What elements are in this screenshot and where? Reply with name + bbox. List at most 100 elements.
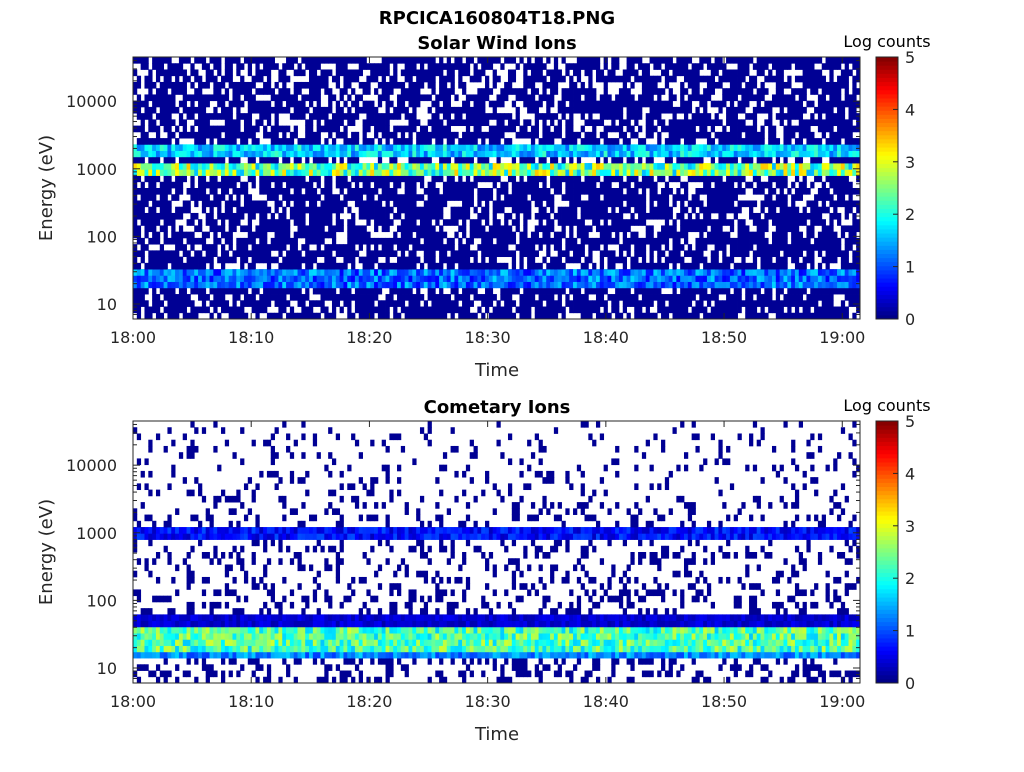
heatmap-cell (270, 57, 275, 64)
heatmap-cell (228, 131, 233, 139)
heatmap-cell (171, 219, 176, 226)
heatmap-cell (595, 306, 601, 314)
heatmap-cell (374, 75, 379, 83)
heatmap-cell (297, 113, 302, 120)
heatmap-cell (618, 169, 624, 176)
heatmap-cell (477, 244, 482, 251)
heatmap-cell (251, 169, 256, 176)
heatmap-cell (550, 175, 555, 183)
heatmap-cell (309, 200, 314, 208)
heatmap-cell (309, 150, 314, 158)
heatmap-cell (450, 269, 455, 276)
heatmap-cell (676, 212, 681, 220)
heatmap-cell (500, 169, 505, 176)
heatmap-cell (687, 163, 693, 170)
heatmap-cell (232, 212, 237, 220)
heatmap-cell (266, 169, 272, 176)
heatmap-cell (232, 175, 237, 183)
heatmap-cell (240, 75, 245, 83)
heatmap-cell (465, 156, 471, 164)
heatmap-cell (236, 250, 241, 258)
heatmap-cell (400, 57, 406, 64)
heatmap-cell (419, 294, 425, 301)
heatmap-cell (255, 281, 260, 289)
heatmap-cell (599, 181, 605, 189)
heatmap-cell (221, 212, 226, 220)
heatmap-cell (339, 269, 344, 276)
heatmap-cell (286, 225, 291, 233)
heatmap-cell (286, 75, 291, 83)
heatmap-cell (393, 175, 398, 183)
heatmap-cell (224, 131, 230, 139)
heatmap-cell (339, 119, 344, 127)
heatmap-cell (706, 150, 712, 158)
heatmap-cell (507, 150, 513, 158)
heatmap-cell (435, 163, 440, 170)
heatmap-cell (312, 150, 318, 158)
heatmap-cell (301, 181, 306, 189)
heatmap-cell (546, 275, 551, 282)
heatmap-cell (412, 188, 417, 195)
heatmap-cell (550, 206, 555, 214)
heatmap-cell (607, 225, 612, 233)
heatmap-cell (595, 275, 601, 282)
heatmap-cell (316, 231, 321, 239)
heatmap-cell (504, 212, 509, 220)
heatmap-cell (561, 269, 566, 276)
heatmap-cell (481, 244, 486, 251)
heatmap-cell (538, 75, 543, 83)
heatmap-cell (534, 287, 539, 295)
heatmap-cell (584, 225, 589, 233)
heatmap-cell (243, 94, 249, 102)
heatmap-cell (423, 57, 429, 64)
heatmap-cell (171, 212, 176, 220)
heatmap-cell (641, 219, 647, 226)
heatmap-cell (706, 131, 712, 139)
heatmap-cell (588, 100, 593, 108)
heatmap-cell (186, 206, 191, 214)
heatmap-cell (377, 269, 383, 276)
heatmap-cell (400, 306, 406, 314)
heatmap-cell (565, 206, 570, 214)
heatmap-cell (354, 69, 360, 77)
heatmap-cell (542, 75, 547, 83)
heatmap-cell (148, 237, 153, 245)
heatmap-cell (320, 69, 325, 77)
heatmap-cell (274, 281, 279, 289)
heatmap-cell (710, 119, 715, 127)
heatmap-cell (381, 269, 386, 276)
heatmap-cell (500, 262, 505, 270)
heatmap-cell (607, 262, 612, 270)
heatmap-cell (458, 275, 463, 282)
heatmap-cell (576, 269, 582, 276)
heatmap-cell (638, 312, 643, 320)
heatmap-cell (274, 294, 279, 301)
heatmap-cell (664, 63, 670, 70)
heatmap-cell (289, 100, 295, 108)
heatmap-cell (565, 294, 570, 301)
heatmap-cell (473, 225, 478, 233)
heatmap-cell (408, 57, 413, 64)
heatmap-cell (224, 256, 230, 264)
heatmap-cell (259, 231, 264, 239)
heatmap-cell (649, 200, 654, 208)
heatmap-cell (661, 312, 666, 320)
heatmap-cell (266, 281, 272, 289)
heatmap-cell (266, 206, 272, 214)
heatmap-cell (171, 306, 176, 314)
heatmap-cell (511, 69, 517, 77)
heatmap-cell (293, 69, 298, 77)
heatmap-cell (573, 219, 578, 226)
heatmap-cell (152, 57, 157, 64)
heatmap-cell (603, 88, 608, 95)
heatmap-cell (496, 100, 501, 108)
heatmap-cell (194, 75, 199, 83)
heatmap-cell (442, 94, 448, 102)
heatmap-cell (366, 294, 371, 301)
heatmap-cell (527, 131, 532, 139)
heatmap-cell (557, 163, 562, 170)
heatmap-cell (316, 125, 321, 133)
heatmap-cell (266, 63, 272, 70)
heatmap-cell (442, 244, 448, 251)
heatmap-cell (221, 94, 226, 102)
